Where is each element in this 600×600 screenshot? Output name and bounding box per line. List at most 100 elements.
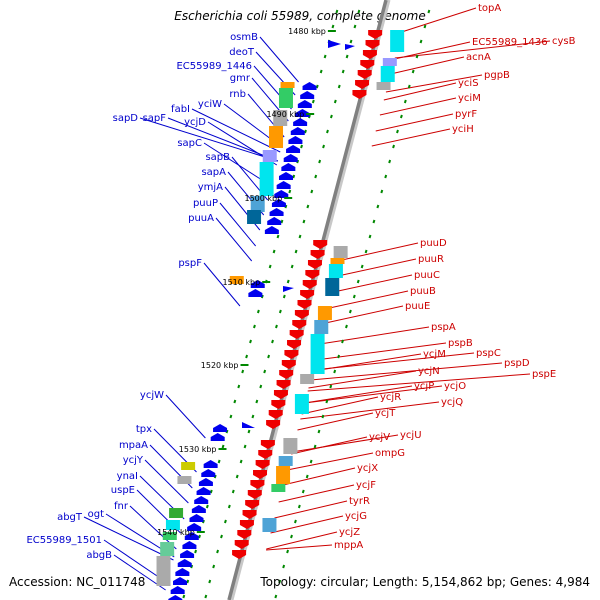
gene-label: sapD [113,113,139,124]
tick-mark [223,519,227,524]
tick-mark [331,24,335,29]
reverse-gene-arrow [203,460,218,468]
tick-mark [208,579,212,584]
tick-mark [333,99,337,104]
forward-gene-arrow [310,250,325,259]
label-leader [301,396,379,415]
reverse-gene-arrow [267,217,282,225]
tick-mark [276,234,280,239]
reverse-gene-arrow [274,190,289,198]
gene-label: abgB [86,550,112,561]
reverse-gene-arrow [297,100,312,108]
reverse-gene-arrow [189,514,204,522]
reverse-gene-arrow [276,181,291,189]
gene-label: ycjO [444,381,466,392]
tick-mark [235,474,239,479]
tick-mark [259,384,263,389]
forward-gene-arrow [271,400,286,409]
feature-box [390,30,405,52]
tick-mark [325,399,329,404]
gene-label: gmr [230,73,251,84]
tick-mark [341,69,345,74]
forward-gene-arrow [258,450,273,459]
gene-label: ycjR [380,392,401,403]
gene-label: ycjY [123,455,144,466]
tick-mark [231,489,235,494]
feature-box [325,278,340,296]
kbp-label: 1530 kbp [179,445,217,454]
reverse-gene-arrow [184,532,199,540]
tick-mark [353,24,357,29]
tick-mark [318,159,322,164]
tick-mark [217,459,221,464]
tick-mark [306,204,310,209]
gene-label: ycjU [400,430,422,441]
kbp-label: 1500 kbp [244,194,282,203]
label-leader [308,370,417,389]
label-leader [385,74,483,93]
forward-gene-arrow [242,510,257,519]
feature-box [283,438,298,454]
forward-gene-arrow [360,60,375,69]
forward-gene-arrow [268,410,283,419]
feature-box [380,66,395,82]
gene-label: ycjG [345,511,367,522]
tick-mark [364,249,368,254]
tick-mark [278,309,282,314]
reverse-gene-arrow [175,568,190,576]
tick-mark [326,129,329,134]
feature-box [376,82,391,90]
kbp-labels: 1480 kbp 1490 kbp 1500 kbp 1510 kbp 1520 kbp… [157,27,336,537]
forward-gene-arrow [276,380,291,389]
forward-gene-arrow [253,470,268,479]
tick-mark [309,459,313,464]
forward-gene-arrow [357,70,372,79]
tick-mark [333,369,337,374]
gene-label: ycjF [356,480,376,491]
tick-mark [239,459,243,464]
forward-gene-arrow [242,422,255,428]
feature-box [160,542,175,556]
tick-marks [182,9,431,599]
label-leader [341,242,419,261]
gene-label: ycjV [369,432,390,443]
gene-label: cysB [552,36,576,47]
forward-gene-arrow [307,260,322,269]
label-leader [307,373,531,392]
feature-box [300,374,315,384]
gene-label: puuC [414,270,440,281]
reverse-gene-arrow [269,208,284,216]
gene-label: pspB [448,338,473,349]
tick-mark [290,264,294,269]
forward-gene-arrow [239,520,254,529]
tick-mark [313,444,317,449]
label-leader [394,41,471,60]
forward-gene-arrow [237,530,252,539]
reverse-gene-arrow [210,433,225,441]
feature-box [278,456,293,466]
label-leader [165,394,206,439]
feature-box [247,210,262,224]
reverse-gene-arrow [198,478,213,486]
forward-gene-arrow [234,540,249,549]
forward-gene-arrow [345,44,355,50]
feature-box [162,532,177,540]
feature-box [278,88,293,108]
tick-mark [352,294,356,299]
tick-mark [301,489,305,494]
label-leader [375,113,454,132]
forward-gene-arrow [302,280,317,289]
gene-label: ycjW [140,390,164,401]
feature-box [262,150,277,162]
gene-label: yciW [198,99,222,110]
label-leader [278,484,355,503]
tick-mark [233,399,237,404]
label-leader [329,290,409,309]
gene-label: ycjM [423,349,446,360]
gene-label: yciH [452,124,474,135]
gene-label: ycjQ [441,397,463,408]
tick-mark [286,549,290,554]
gene-label: topA [478,3,501,14]
tick-mark [376,204,380,209]
